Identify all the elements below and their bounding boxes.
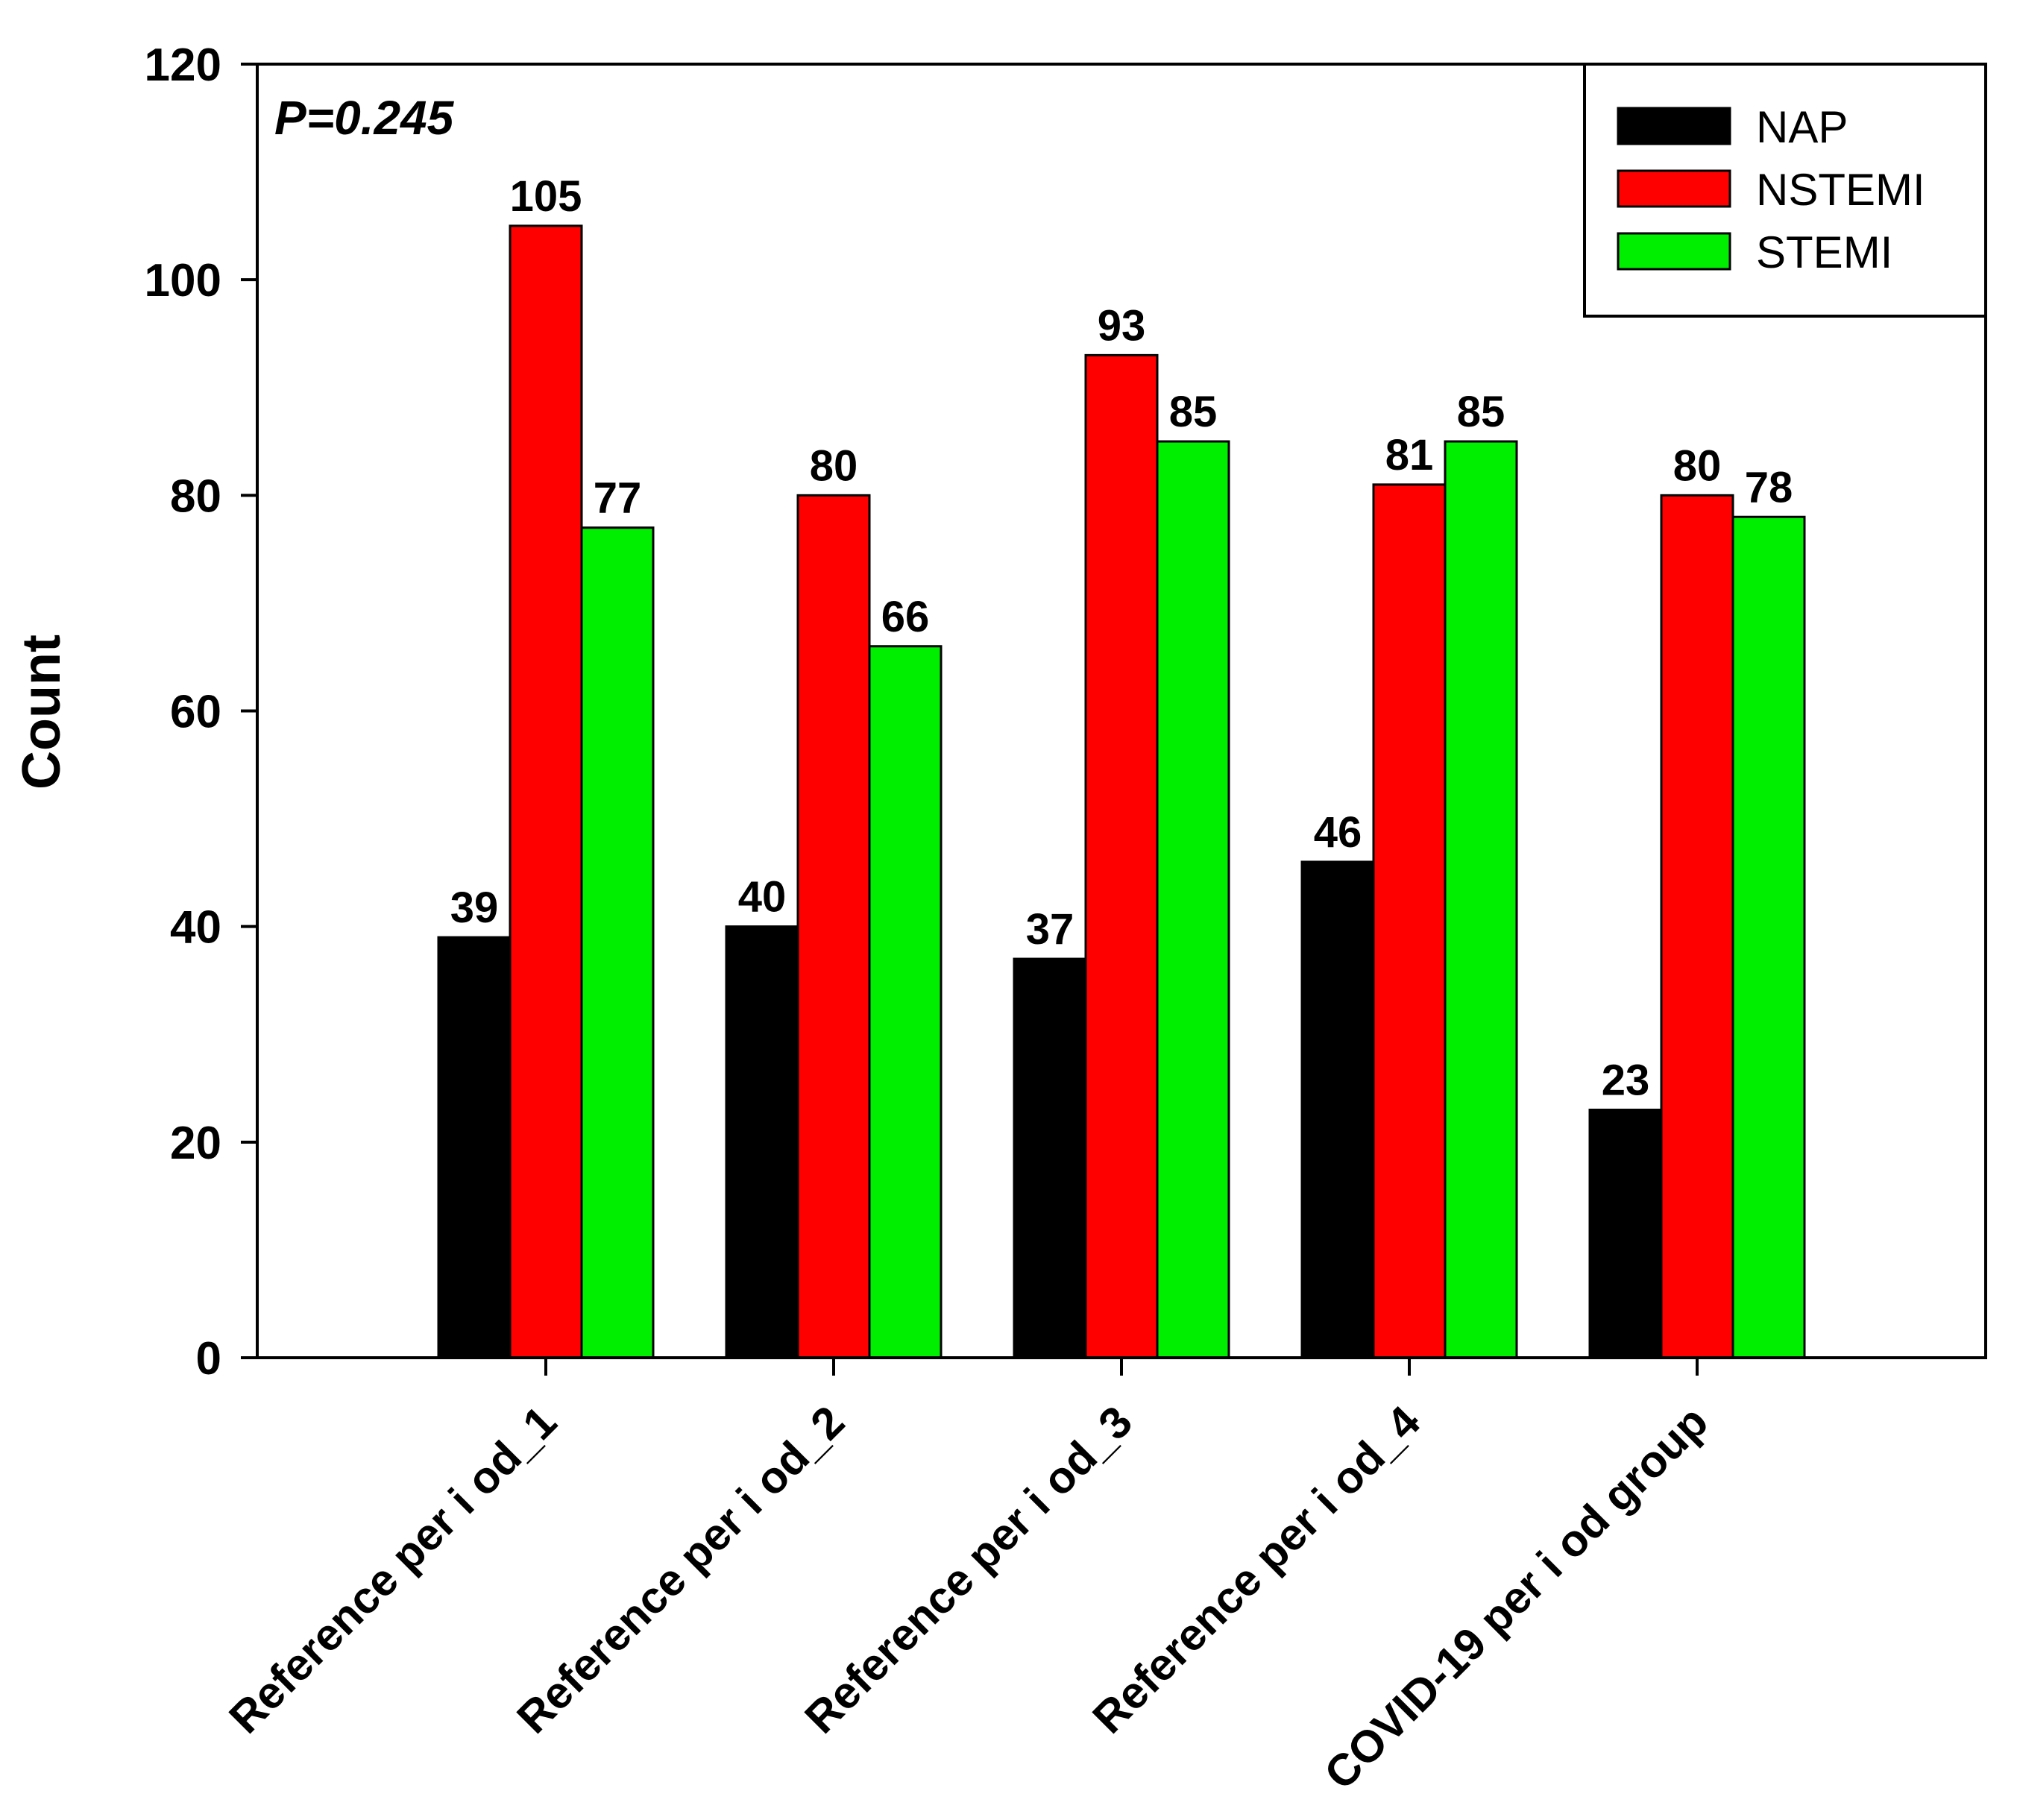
bar-nap xyxy=(725,925,799,1359)
x-tick-label: Reference per i od_2 xyxy=(507,1397,854,1743)
p-value-annotation: P=0.245 xyxy=(274,91,455,145)
x-tick-label: Reference per i od_3 xyxy=(795,1397,1142,1743)
bar-nstemi xyxy=(509,224,583,1359)
bar-stemi xyxy=(580,526,655,1359)
bar-nap xyxy=(1588,1108,1663,1359)
y-tick-label: 0 xyxy=(196,1333,221,1385)
bar-stemi xyxy=(868,645,943,1359)
bar-value-label: 37 xyxy=(1026,905,1074,954)
bar-nstemi xyxy=(1084,353,1159,1359)
legend-swatch-nstemi xyxy=(1617,169,1731,208)
bar-stemi xyxy=(1444,440,1518,1359)
bar-value-label: 77 xyxy=(594,474,642,523)
y-tick-label: 120 xyxy=(145,40,221,91)
data-labels-layer: 39 105 77 40 80 66 37 93 85 46 81 85 23 80 78 xyxy=(450,172,1793,1105)
y-tick-label: 20 xyxy=(170,1118,221,1169)
bar-stemi xyxy=(1156,440,1230,1359)
bar-value-label: 105 xyxy=(510,172,582,221)
bar-value-label: 85 xyxy=(1169,388,1218,436)
bar-nstemi xyxy=(1372,483,1447,1359)
y-tick-label: 80 xyxy=(170,470,221,522)
y-tick-label: 40 xyxy=(170,902,221,954)
bar-value-label: 40 xyxy=(738,873,787,922)
bar-nap xyxy=(1300,860,1375,1359)
legend: NAP NSTEMI STEMI xyxy=(1583,63,1987,318)
x-tick-label: Reference per i od_4 xyxy=(1083,1396,1429,1742)
bar-value-label: 66 xyxy=(881,593,930,641)
bar-stemi xyxy=(1731,515,1806,1359)
bar-value-label: 93 xyxy=(1098,301,1146,350)
y-tick-label: 100 xyxy=(145,255,221,306)
bar-nap xyxy=(437,936,512,1359)
bar-value-label: 78 xyxy=(1745,463,1793,511)
legend-label-nstemi: NSTEMI xyxy=(1756,165,1925,215)
bar-nstemi xyxy=(796,494,871,1359)
bar-value-label: 85 xyxy=(1457,388,1505,436)
bar-value-label: 80 xyxy=(810,441,858,490)
bars-layer xyxy=(437,224,1806,1359)
x-tick-label: Reference per i od_1 xyxy=(219,1397,566,1743)
bar-nap xyxy=(1013,957,1087,1359)
bar-value-label: 23 xyxy=(1602,1056,1650,1104)
bar-value-label: 39 xyxy=(450,884,499,932)
legend-swatch-nap xyxy=(1617,107,1731,145)
bar-value-label: 81 xyxy=(1385,431,1434,479)
bar-value-label: 80 xyxy=(1673,441,1722,490)
bar-value-label: 46 xyxy=(1314,808,1362,857)
y-axis-title: Count xyxy=(12,635,72,790)
legend-label-stemi: STEMI xyxy=(1756,227,1892,277)
legend-swatch-stemi xyxy=(1617,232,1731,271)
y-tick-label: 60 xyxy=(170,687,221,738)
legend-label-nap: NAP xyxy=(1756,102,1848,152)
bar-nstemi xyxy=(1660,494,1734,1359)
